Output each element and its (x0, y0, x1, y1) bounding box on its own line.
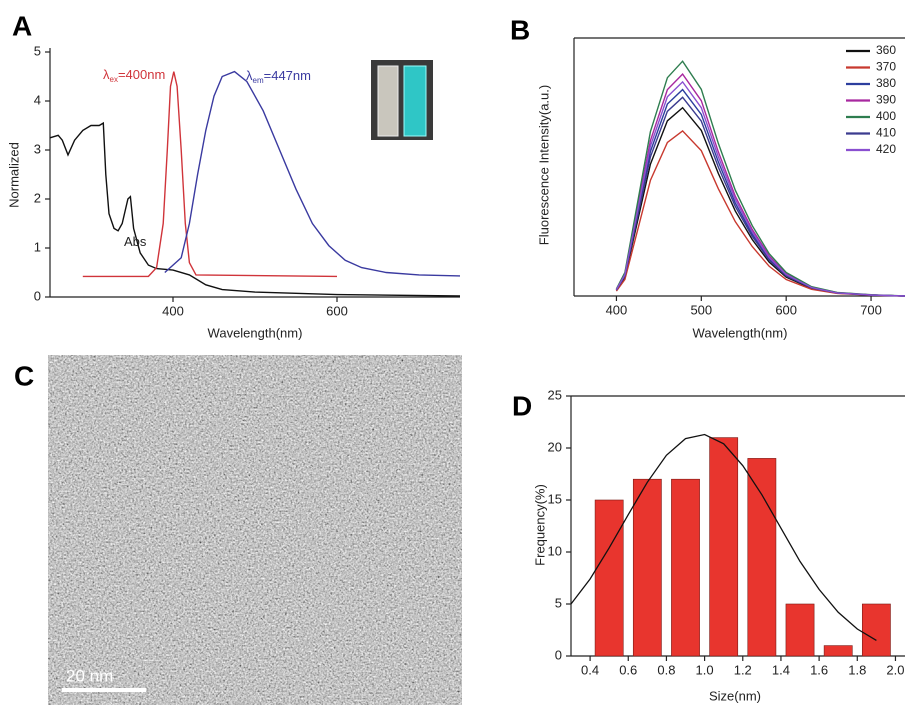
legend-label: 400 (876, 109, 896, 123)
line-series (82, 71, 338, 278)
x-tick-label: 600 (775, 302, 797, 317)
x-tick-label: 500 (690, 302, 712, 317)
y-tick-label: 5 (34, 43, 41, 58)
histogram-bar (747, 458, 777, 657)
x-tick-label: 1.2 (734, 662, 752, 677)
annotation-symbol: λ (246, 68, 253, 83)
histogram-bar (671, 478, 700, 657)
y-tick-label: 15 (548, 491, 562, 506)
x-axis-title: Wavelength(nm) (693, 325, 788, 340)
legend-label: 380 (876, 76, 896, 90)
tem-image: 20 nm (48, 355, 462, 705)
panel-label: C (14, 360, 34, 391)
y-tick-label: 20 (548, 439, 562, 454)
legend-label: 410 (876, 126, 896, 140)
y-tick-label: 25 (548, 387, 562, 402)
cuvette-photo (371, 60, 433, 140)
y-tick-label: 3 (34, 141, 41, 156)
x-tick-label: 1.4 (772, 662, 790, 677)
y-axis-title: Frequency(%) (532, 484, 547, 566)
line-series (615, 73, 906, 297)
y-axis-title: Fluorescence Intensity(a.u.) (536, 85, 551, 245)
annotation-symbol: λ (103, 67, 110, 82)
annotation: λex=400nm (103, 67, 165, 84)
annotation-subscript: em (253, 76, 264, 85)
y-tick-label: 0 (555, 647, 562, 662)
histogram-bar (594, 499, 624, 657)
annotation-text: =447nm (264, 68, 311, 83)
annotation-text: =400nm (118, 67, 165, 82)
annotation: Abs (124, 234, 147, 249)
y-tick-label: 1 (34, 239, 41, 254)
x-tick-label: 2.0 (886, 662, 904, 677)
x-tick-label: 0.8 (657, 662, 675, 677)
x-axis-title: Wavelength(nm) (208, 325, 303, 340)
y-tick-label: 0 (34, 288, 41, 303)
x-tick-label: 0.6 (619, 662, 637, 677)
histogram-bar (823, 645, 853, 657)
panel-label: D (512, 390, 532, 421)
y-tick-label: 5 (555, 595, 562, 610)
x-tick-label: 400 (606, 302, 628, 317)
histogram-bar (632, 478, 662, 657)
x-tick-label: 400 (162, 303, 184, 318)
legend-label: 370 (876, 60, 896, 74)
histogram-bar (861, 603, 891, 657)
y-tick-label: 2 (34, 190, 41, 205)
legend-label: 420 (876, 142, 896, 156)
annotation-subscript: ex (110, 75, 118, 84)
x-axis-title: Size(nm) (709, 688, 761, 703)
histogram-bar (709, 437, 739, 657)
annotation: λem=447nm (246, 68, 311, 85)
line-series (615, 129, 906, 297)
line-series (615, 106, 906, 297)
y-tick-label: 4 (34, 92, 41, 107)
line-series (615, 80, 906, 297)
line-series (164, 70, 461, 277)
annotation-text: Abs (124, 234, 147, 249)
x-tick-label: 1.6 (810, 662, 828, 677)
panel-label: A (12, 10, 32, 41)
x-tick-label: 0.4 (581, 662, 599, 677)
legend-label: 390 (876, 93, 896, 107)
y-axis-title: Normalized (6, 142, 21, 208)
panel-label: B (510, 14, 530, 45)
x-tick-label: 700 (860, 302, 882, 317)
scale-bar-label: 20 nm (66, 666, 113, 685)
x-tick-label: 1.8 (848, 662, 866, 677)
y-tick-label: 10 (548, 543, 562, 558)
line-series (49, 121, 461, 297)
tem-texture (48, 355, 462, 705)
histogram-bar (785, 603, 815, 657)
x-tick-label: 600 (326, 303, 348, 318)
x-tick-label: 1.0 (696, 662, 714, 677)
legend-label: 360 (876, 43, 896, 57)
fit-curve (570, 433, 877, 641)
line-series (615, 60, 906, 297)
